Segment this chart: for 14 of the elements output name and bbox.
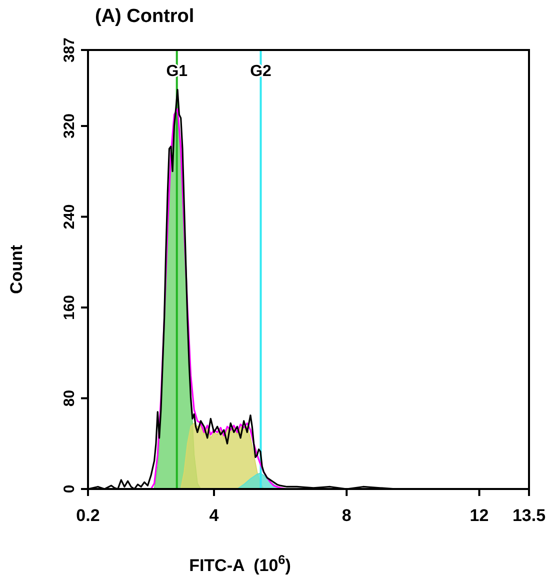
chart-title: (A) Control — [95, 6, 194, 27]
x-tick-label: 12 — [470, 506, 489, 525]
y-tick-label: 160 — [61, 294, 78, 320]
y-axis-title: Count — [7, 244, 26, 294]
y-tick-label: 80 — [61, 390, 78, 407]
y-tick-label: 387 — [61, 37, 78, 63]
x-tick-label: 8 — [342, 506, 352, 525]
x-tick-label: 4 — [209, 506, 220, 525]
y-tick-label: 320 — [61, 113, 78, 139]
x-tick-label: 13.5 — [512, 506, 546, 525]
x-tick-label: 0.2 — [76, 506, 100, 525]
y-tick-label: 0 — [61, 484, 78, 494]
y-tick-label: 240 — [61, 204, 78, 230]
x-axis-title: FITC-A (10$^{6}$) — [189, 552, 291, 575]
